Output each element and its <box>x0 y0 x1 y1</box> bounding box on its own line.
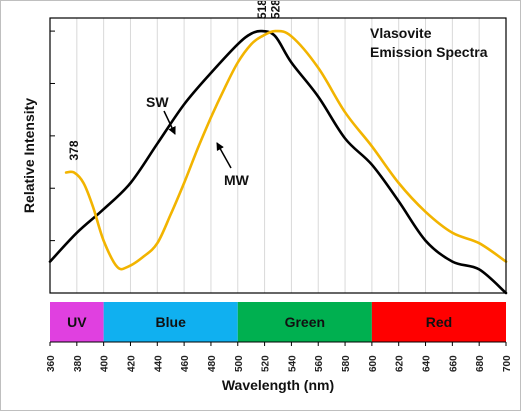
peak-label-528: 528 <box>268 1 282 19</box>
peak-label-518: 518 <box>255 1 269 19</box>
color-bands: UV Blue Green Red <box>50 302 506 342</box>
x-tick-label: 360 <box>46 355 57 372</box>
arrow-mw <box>216 142 232 169</box>
axes: 360 380 400 420 440 460 480 500 520 540 560 580 600 6… <box>21 17 513 393</box>
chart-title-line: Vlasovite <box>370 25 432 41</box>
x-tick-label: 660 <box>448 355 459 372</box>
band-green <box>237 302 372 342</box>
x-tick-label: 540 <box>287 355 298 372</box>
x-tick-label: 380 <box>73 355 84 372</box>
x-tick-label: 640 <box>422 355 433 372</box>
series-line-sw <box>48 29 508 295</box>
x-tick-label: 420 <box>126 355 137 372</box>
x-tick-label: 460 <box>180 355 191 372</box>
annotations: Vlasovite Emission Spectra 378 518 528 SW MW <box>67 1 488 188</box>
x-tick-label: 680 <box>475 355 486 372</box>
x-tick-label: 560 <box>314 355 325 372</box>
band-blue <box>103 302 238 342</box>
band-uv <box>50 302 104 342</box>
x-tick-label: 600 <box>368 355 379 372</box>
grid-lines <box>76 18 480 293</box>
series-line-mw <box>64 29 508 271</box>
x-tick-label: 580 <box>341 355 352 372</box>
band-label-uv: UV <box>67 314 87 330</box>
x-tick-label: 620 <box>395 355 406 372</box>
x-tick-label: 480 <box>207 355 218 372</box>
chart-title-line: Emission Spectra <box>370 44 488 60</box>
y-axis-title: Relative Intensity <box>21 98 37 213</box>
arrow-sw <box>163 110 176 135</box>
band-label-blue: Blue <box>156 314 187 330</box>
x-tick-label: 500 <box>234 355 245 372</box>
x-tick-label: 700 <box>502 355 513 372</box>
x-tick-label: 400 <box>100 355 111 372</box>
x-axis-title: Wavelength (nm) <box>222 377 334 393</box>
band-label-green: Green <box>285 314 325 330</box>
series-lines <box>48 29 508 295</box>
annotation-mw: MW <box>224 172 250 188</box>
annotation-sw: SW <box>146 94 169 110</box>
band-red <box>371 302 506 342</box>
plot-border <box>49 17 507 294</box>
x-tick-label: 520 <box>261 355 272 372</box>
peak-label-378: 378 <box>67 140 81 160</box>
band-label-red: Red <box>426 314 452 330</box>
x-tick-label: 440 <box>153 355 164 372</box>
